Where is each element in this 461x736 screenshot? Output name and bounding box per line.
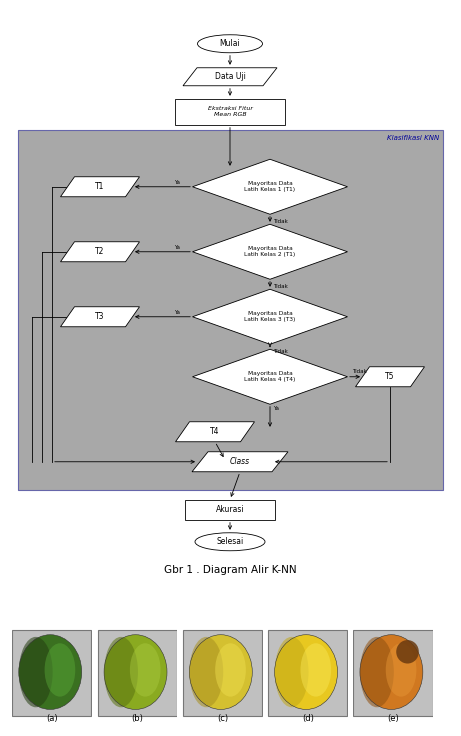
Ellipse shape [275, 634, 337, 710]
FancyBboxPatch shape [98, 631, 177, 716]
Ellipse shape [195, 533, 265, 551]
Text: (c): (c) [217, 715, 228, 723]
Text: Akurasi: Akurasi [216, 505, 244, 514]
Ellipse shape [189, 637, 223, 707]
Text: Mayoritas Data
Latih Kelas 2 (T1): Mayoritas Data Latih Kelas 2 (T1) [244, 247, 296, 257]
Polygon shape [193, 224, 348, 279]
Text: Tidak: Tidak [273, 350, 288, 354]
Ellipse shape [189, 634, 252, 710]
Text: Ekstraksi Fitur
Mean RGB: Ekstraksi Fitur Mean RGB [207, 107, 253, 117]
Text: Tidak: Tidak [273, 284, 288, 289]
Text: Tidak: Tidak [273, 219, 288, 224]
Ellipse shape [19, 637, 53, 707]
Ellipse shape [396, 640, 419, 664]
Text: T5: T5 [385, 372, 395, 381]
Polygon shape [355, 367, 425, 386]
Text: Ya: Ya [174, 311, 180, 315]
Polygon shape [193, 289, 348, 344]
Ellipse shape [19, 634, 82, 710]
FancyBboxPatch shape [268, 631, 347, 716]
Text: Class: Class [230, 457, 250, 467]
Text: T4: T4 [210, 428, 220, 436]
FancyBboxPatch shape [12, 631, 91, 716]
Ellipse shape [130, 643, 160, 696]
Polygon shape [60, 177, 140, 197]
Polygon shape [193, 159, 348, 214]
Ellipse shape [104, 637, 138, 707]
Text: T3: T3 [95, 312, 105, 321]
Text: Ya: Ya [174, 180, 180, 185]
Polygon shape [193, 350, 348, 404]
Text: (d): (d) [302, 715, 313, 723]
Text: Gbr 1 . Diagram Alir K-NN: Gbr 1 . Diagram Alir K-NN [164, 565, 296, 575]
Text: Ya: Ya [273, 406, 279, 411]
Polygon shape [176, 422, 254, 442]
Ellipse shape [197, 35, 262, 53]
Text: (a): (a) [46, 715, 58, 723]
Polygon shape [60, 241, 140, 262]
Polygon shape [60, 307, 140, 327]
Text: Mayoritas Data
Latih Kelas 4 (T4): Mayoritas Data Latih Kelas 4 (T4) [244, 372, 296, 382]
Ellipse shape [301, 643, 331, 696]
Ellipse shape [386, 643, 416, 696]
Text: (e): (e) [387, 715, 399, 723]
Text: T1: T1 [95, 183, 105, 191]
Text: Tidak: Tidak [352, 369, 367, 375]
FancyBboxPatch shape [175, 99, 285, 125]
Text: T2: T2 [95, 247, 105, 256]
Text: Mulai: Mulai [219, 39, 240, 49]
Polygon shape [192, 452, 288, 472]
FancyBboxPatch shape [354, 631, 432, 716]
Ellipse shape [104, 634, 167, 710]
Text: Ya: Ya [174, 245, 180, 250]
Ellipse shape [360, 637, 394, 707]
Text: Mayoritas Data
Latih Kelas 1 (T1): Mayoritas Data Latih Kelas 1 (T1) [244, 181, 296, 192]
FancyBboxPatch shape [18, 130, 443, 489]
Ellipse shape [360, 634, 423, 710]
Ellipse shape [275, 637, 308, 707]
FancyBboxPatch shape [185, 500, 275, 520]
Text: (b): (b) [131, 715, 143, 723]
Ellipse shape [215, 643, 246, 696]
Ellipse shape [45, 643, 75, 696]
Text: Data Uji: Data Uji [214, 72, 245, 81]
Text: Mayoritas Data
Latih Kelas 3 (T3): Mayoritas Data Latih Kelas 3 (T3) [244, 311, 296, 322]
Text: Selesai: Selesai [216, 537, 243, 546]
Polygon shape [183, 68, 277, 86]
Text: Klasifikasi KNN: Klasifikasi KNN [387, 135, 439, 141]
FancyBboxPatch shape [183, 631, 262, 716]
